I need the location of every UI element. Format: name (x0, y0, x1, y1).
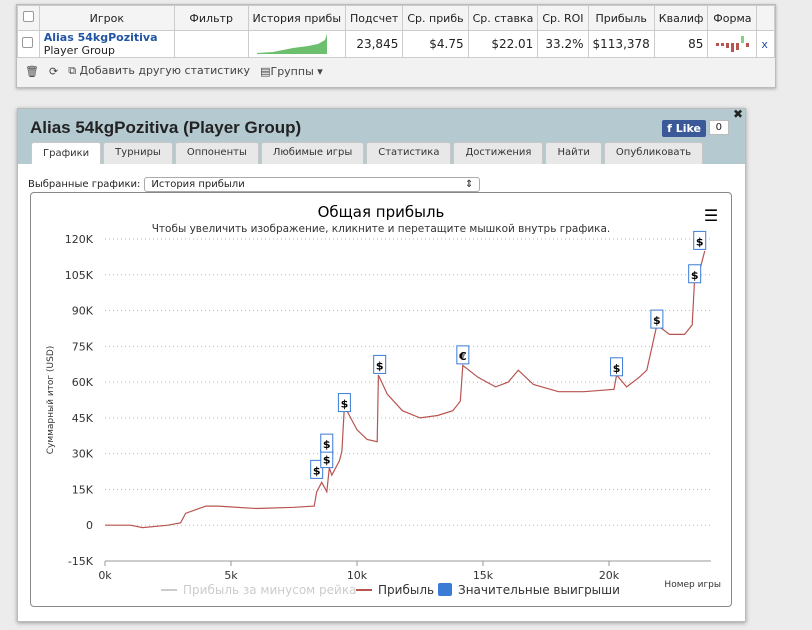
like-count: 0 (708, 120, 729, 135)
flag-label: $ (323, 454, 331, 467)
profit-chart[interactable]: Общая прибыль Чтобы увеличить изображение… (30, 192, 732, 607)
legend-wins[interactable]: Значительные выигрыши (458, 583, 620, 597)
count-value: 23,845 (344, 30, 404, 58)
col-qual[interactable]: Квалиф (653, 5, 709, 31)
refresh-icon[interactable]: ⟳ (48, 64, 59, 78)
y-tick-label: 60K (72, 376, 94, 389)
select-all-checkbox[interactable] (22, 11, 34, 22)
add-stat-label: Добавить другую статистику (79, 64, 251, 77)
flag-label: $ (313, 464, 321, 477)
chart-subtitle: Чтобы увеличить изображение, кликните и … (152, 223, 611, 235)
row-checkbox[interactable] (22, 37, 33, 48)
big-win-flag[interactable] (456, 345, 470, 365)
y-tick-label: 30K (72, 448, 94, 461)
y-tick-label: 45K (72, 412, 94, 425)
flag-label: $ (376, 359, 384, 372)
y-axis-label: Суммарный итог (USD) (46, 346, 56, 455)
x-tick-label: 0k (98, 569, 112, 582)
x-tick-label: 15k (473, 569, 494, 582)
y-tick-label: -15K (68, 555, 94, 568)
col-filter[interactable]: Фильтр (173, 5, 249, 31)
tab-0[interactable]: Графики (31, 142, 102, 164)
col-history[interactable]: История прибы (247, 5, 347, 31)
profit-sparkline (256, 33, 327, 54)
legend-swatch-wins (438, 583, 452, 596)
big-win-flag[interactable] (693, 230, 707, 250)
big-win-flag[interactable] (688, 264, 702, 284)
legend-rake[interactable]: Прибыль за минусом рейка (183, 583, 356, 597)
big-win-flag[interactable] (373, 354, 387, 374)
stats-table-panel: Игрок Фильтр История прибы Подсчет Ср. п… (16, 4, 776, 88)
tab-5[interactable]: Достижения (453, 142, 544, 164)
x-tick-label: 5k (224, 569, 238, 582)
stats-table: Игрок Фильтр История прибы Подсчет Ср. п… (17, 5, 775, 58)
tab-4[interactable]: Статистика (366, 142, 452, 164)
add-stat-button[interactable]: ⧉ Добавить другую статистику (68, 64, 251, 77)
big-win-flag[interactable] (320, 433, 334, 453)
flag-label: $ (696, 235, 704, 248)
like-label: Like (675, 122, 701, 135)
close-icon[interactable]: ✖ (732, 107, 743, 121)
y-tick-label: 0 (86, 519, 93, 532)
big-win-flag[interactable] (310, 459, 324, 479)
chart-title: Общая прибыль (318, 203, 445, 221)
tab-1[interactable]: Турниры (103, 142, 173, 164)
avg-profit-value: $4.75 (402, 30, 469, 58)
trash-icon[interactable]: 🗑 (25, 64, 39, 78)
groups-label: Группы (270, 64, 314, 78)
x-tick-label: 20k (599, 569, 620, 582)
player-panel: Alias 54kgPozitiva (Player Group) f Like… (17, 107, 746, 622)
y-tick-label: 75K (72, 340, 94, 353)
col-profit[interactable]: Прибыль (587, 5, 655, 31)
facebook-like-button[interactable]: f Like (662, 120, 706, 137)
remove-row-link[interactable]: x (761, 37, 768, 51)
profit-line (105, 250, 706, 529)
flag-label: $ (613, 362, 621, 375)
qual-value: 85 (653, 30, 709, 58)
big-win-flag[interactable] (650, 309, 664, 329)
y-tick-label: 15K (72, 483, 94, 496)
y-tick-label: 90K (72, 305, 94, 318)
panel-title: Alias 54kgPozitiva (Player Group) (30, 118, 302, 137)
flag-label: $ (341, 398, 349, 411)
col-count[interactable]: Подсчет (344, 5, 404, 31)
big-win-flag[interactable] (610, 357, 624, 377)
col-player[interactable]: Игрок (38, 5, 175, 31)
col-avg-stake[interactable]: Ср. ставка (467, 5, 539, 31)
tab-3[interactable]: Любимые игры (260, 142, 365, 164)
col-avg-profit[interactable]: Ср. прибь (402, 5, 469, 31)
flag-label: $ (323, 438, 331, 451)
col-roi[interactable]: Ср. ROI (537, 5, 589, 31)
tab-2[interactable]: Оппоненты (174, 142, 259, 164)
y-tick-label: 105K (65, 269, 94, 282)
x-tick-label: 10k (347, 569, 368, 582)
flag-label: $ (691, 269, 699, 282)
player-link[interactable]: Alias 54kgPozitiva (43, 31, 158, 45)
tab-6[interactable]: Найти (545, 142, 602, 164)
chart-select-value: История прибыли (151, 179, 245, 190)
flag-label: $ (653, 314, 661, 327)
tab-7[interactable]: Опубликовать (603, 142, 704, 164)
chart-select[interactable]: История прибыли ⇕ (144, 177, 481, 192)
groups-dropdown[interactable]: ▤Группы ▾ (260, 64, 323, 78)
big-win-flag[interactable] (337, 393, 351, 413)
form-chart (716, 35, 750, 52)
y-tick-label: 120K (65, 233, 94, 246)
x-axis-label: Номер игры (664, 580, 721, 590)
roi-value: 33.2% (537, 30, 589, 58)
table-header: Игрок Фильтр История прибы Подсчет Ср. п… (17, 5, 775, 31)
legend-profit[interactable]: Прибыль (378, 583, 434, 597)
col-form[interactable]: Форма (707, 5, 758, 31)
menu-icon[interactable]: ☰ (704, 206, 718, 225)
player-group: Player Group (43, 44, 115, 57)
select-label: Выбранные графики: (28, 179, 141, 190)
profit-value: $113,378 (587, 30, 655, 58)
avg-stake-value: $22.01 (467, 30, 539, 58)
flag-label: € (458, 350, 467, 363)
table-row: Alias 54kgPozitiva Player Group 23,845 $4… (17, 30, 775, 58)
